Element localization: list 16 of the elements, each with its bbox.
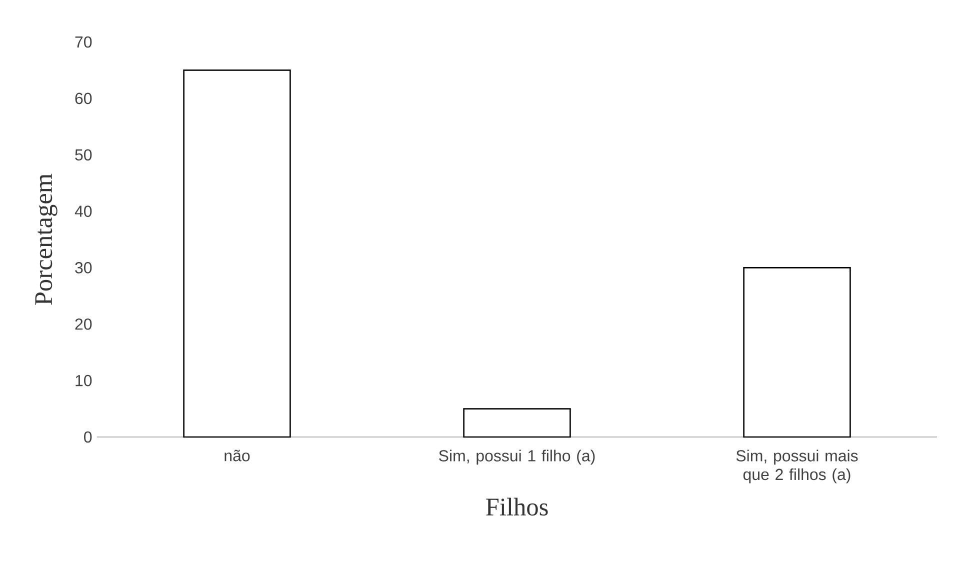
y-axis-title: Porcentagem bbox=[35, 174, 58, 305]
y-tick-label: 50 bbox=[75, 149, 92, 161]
bar bbox=[463, 408, 571, 438]
y-tick-label: 60 bbox=[75, 92, 92, 104]
x-tick-label: Sim, possui 1 filho (a) bbox=[439, 450, 595, 465]
bar bbox=[743, 267, 851, 438]
y-tick-label: 20 bbox=[75, 318, 92, 330]
x-tick-label: Sim, possui mais que 2 filhos (a) bbox=[736, 450, 858, 484]
y-tick-label: 40 bbox=[74, 206, 92, 217]
x-axis-title: Filhos bbox=[486, 498, 548, 516]
y-tick-label: 30 bbox=[75, 262, 92, 274]
bar bbox=[183, 70, 291, 438]
y-tick-label: 10 bbox=[76, 374, 92, 386]
x-tick-label: não bbox=[224, 450, 250, 462]
y-tick-label: 0 bbox=[84, 431, 92, 443]
y-tick-label: 70 bbox=[75, 36, 92, 48]
